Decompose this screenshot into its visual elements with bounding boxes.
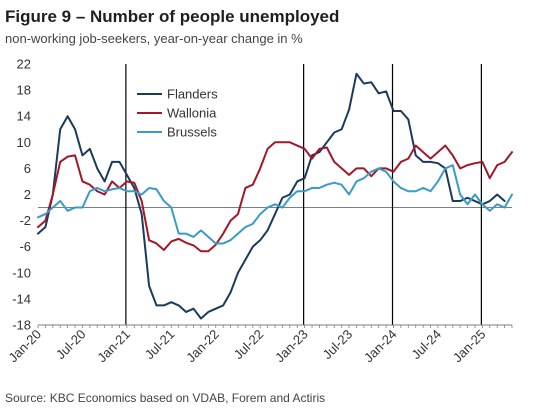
x-tick-label: Jan-25 <box>450 327 489 366</box>
x-tick-label: Jan-23 <box>272 327 311 366</box>
vertical-markers <box>125 64 482 325</box>
legend-label: Wallonia <box>167 106 217 121</box>
series-layer <box>37 72 513 320</box>
y-tick-label: -10 <box>12 265 31 280</box>
y-tick-label: 22 <box>17 57 31 72</box>
x-tick-label: Jul-21 <box>142 327 178 363</box>
y-tick-label: 2 <box>24 187 31 202</box>
y-tick-label: -6 <box>19 239 31 254</box>
y-tick-label: -2 <box>19 213 31 228</box>
y-tick-label: 6 <box>24 161 31 176</box>
chart-subtitle: non-working job-seekers, year-on-year ch… <box>5 31 303 46</box>
legend: Flanders Wallonia Brussels <box>137 87 218 140</box>
y-tick-label: -18 <box>12 318 31 333</box>
series-line-flanders <box>37 72 506 320</box>
x-tick-label: Jul-20 <box>53 327 89 363</box>
chart-title: Figure 9 – Number of people unemployed <box>5 7 340 26</box>
y-tick-label: -14 <box>12 291 31 306</box>
legend-label: Flanders <box>167 87 218 102</box>
y-tick-label: 18 <box>17 83 31 98</box>
x-tick-label: Jan-21 <box>94 327 133 366</box>
y-tick-label: 14 <box>17 109 31 124</box>
x-tick-label: Jan-24 <box>361 327 400 366</box>
x-tick-label: Jul-22 <box>231 327 267 363</box>
x-tick-label: Jul-24 <box>408 327 444 363</box>
series-line-wallonia <box>37 141 513 253</box>
source-note: Source: KBC Economics based on VDAB, For… <box>5 391 326 405</box>
x-tick-label: Jul-23 <box>320 327 356 363</box>
series-line-brussels <box>37 164 513 245</box>
legend-label: Brussels <box>167 125 217 140</box>
x-tick-label: Jan-22 <box>183 327 222 366</box>
y-tick-label: 10 <box>17 135 31 150</box>
